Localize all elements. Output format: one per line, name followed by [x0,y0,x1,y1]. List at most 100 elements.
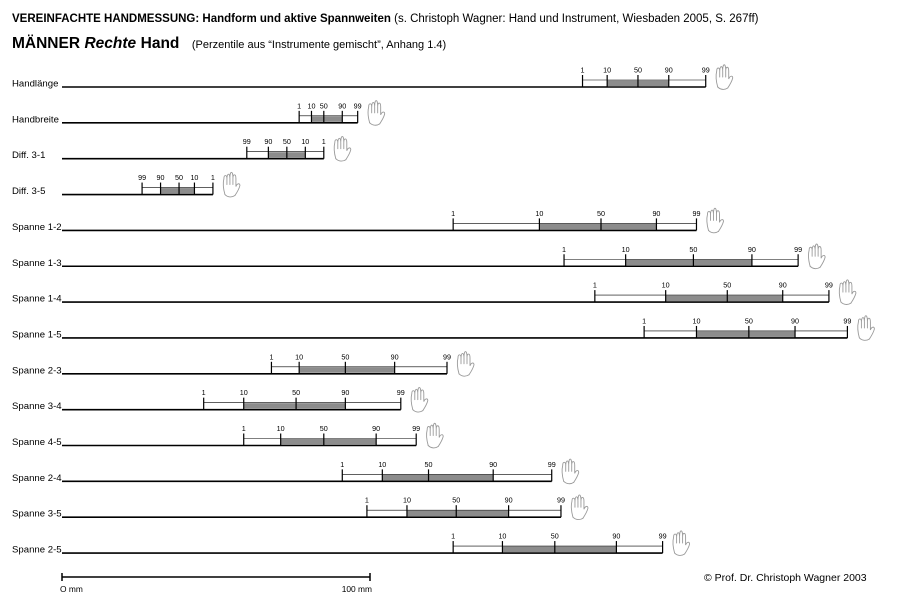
row-label: Handlänge [12,79,58,90]
tick-label: 10 [295,352,303,361]
tick-label: 99 [412,424,420,433]
percentile-bar [539,223,657,230]
tick-label: 1 [242,424,246,433]
percentile-source-note: (Perzentile aus “Instrumente gemischt”, … [191,39,447,51]
row-label: Diff. 3-5 [12,186,45,197]
percentile-bar [406,510,509,517]
percentile-bar [382,474,494,481]
tick-label: 10 [277,424,285,433]
percentile-bar [502,546,617,553]
row-label: Spanne 2-3 [12,365,62,376]
tick-label: 50 [452,496,460,505]
tick-label: 99 [825,281,833,290]
hand-icon-10 [426,422,444,449]
tick-label: 1 [322,137,326,146]
row-diff-3-5: Diff. 3-5 99 90 50 10 1 [12,171,241,198]
hand-icon-9 [410,386,429,413]
hand-icon-0 [715,64,734,90]
tick-label: 10 [307,101,315,110]
row-label: Spanne 2-5 [12,545,62,556]
tick-label: 50 [425,460,433,469]
row-spanne-1-2: Spanne 1-2 1 10 50 90 99 [12,207,724,234]
tick-label: 10 [622,245,630,254]
tick-label: 1 [202,388,206,397]
tick-label: 90 [665,66,673,75]
header-title: VEREINFACHTE HANDMESSUNG: Handform und a… [12,13,758,25]
tick-label: 99 [443,352,451,361]
tick-label: 99 [659,532,667,541]
hand-icon-8 [456,351,475,377]
tick-label: 99 [138,173,146,182]
row-spanne-3-4: Spanne 3-4 1 10 50 90 99 [12,386,429,413]
hand-word-label: Hand [140,35,180,52]
hand-icon-12 [570,494,589,521]
tick-label: 1 [593,281,597,290]
percentile-bar [299,367,395,373]
row-label: Spanne 1-4 [12,294,62,305]
tick-label: 99 [843,316,851,325]
tick-label: 99 [243,137,251,146]
row-spanne-1-4: Spanne 1-4 1 10 50 90 99 [12,279,857,305]
tick-label: 50 [175,173,183,182]
hand-icon-3 [222,171,241,198]
tick-label: 50 [283,137,291,146]
tick-label: 10 [301,137,309,146]
tick-label: 10 [190,173,198,182]
copyright-note: © Prof. Dr. Christoph Wagner 2003 [704,572,867,584]
tick-label: 99 [557,496,565,505]
row-handbreite: Handbreite 1 10 50 90 99 [12,100,386,126]
tick-label: 90 [791,316,799,325]
tick-label: 99 [702,66,710,75]
tick-label: 50 [551,532,559,541]
tick-label: 90 [341,388,349,397]
tick-label: 50 [320,101,328,110]
hand-icon-1 [367,100,386,126]
tick-label: 50 [689,245,697,254]
tick-label: 90 [748,245,756,254]
tick-label: 1 [340,460,344,469]
tick-label: 10 [378,460,386,469]
tick-label: 90 [652,209,660,218]
row-label: Spanne 4-5 [12,437,62,448]
tick-label: 1 [451,532,455,541]
row-spanne-3-5: Spanne 3-5 1 10 50 90 99 [12,494,589,521]
tick-label: 50 [723,281,731,290]
hand-icon-5 [808,243,826,270]
tick-label: 99 [397,388,405,397]
percentile-bar [160,188,195,194]
tick-label: 10 [692,316,700,325]
tick-label: 90 [779,281,787,290]
tick-label: 1 [642,316,646,325]
tick-label: 1 [451,209,455,218]
row-diff-3-1: Diff. 3-1 99 90 50 10 1 [12,135,352,162]
tick-label: 90 [372,424,380,433]
scale-bar: O mm 100 mm [60,573,372,594]
hand-icon-4 [706,207,724,234]
tick-label: 90 [264,137,272,146]
row-label: Spanne 3-4 [12,401,62,412]
tick-label: 99 [794,245,802,254]
row-spanne-2-5: Spanne 2-5 1 10 50 90 99 [12,530,691,556]
tick-label: 90 [338,101,346,110]
tick-label: 1 [297,101,301,110]
tick-label: 50 [597,209,605,218]
row-label: Spanne 1-3 [12,258,62,269]
tick-label: 50 [745,316,753,325]
tick-label: 90 [489,460,497,469]
row-label: Spanne 1-2 [12,222,62,233]
tick-label: 90 [612,532,620,541]
percentile-bar [243,403,346,409]
row-label: Spanne 3-5 [12,509,62,520]
tick-label: 50 [341,352,349,361]
tick-label: 90 [505,496,513,505]
row-label: Spanne 2-4 [12,473,62,484]
tick-label: 90 [391,352,399,361]
hand-icon-7 [857,315,875,341]
tick-label: 1 [211,173,215,182]
tick-label: 99 [548,460,556,469]
row-spanne-1-3: Spanne 1-3 1 10 50 90 99 [12,243,826,270]
tick-label: 10 [662,281,670,290]
tick-label: 90 [157,173,165,182]
hand-icon-2 [333,135,352,162]
